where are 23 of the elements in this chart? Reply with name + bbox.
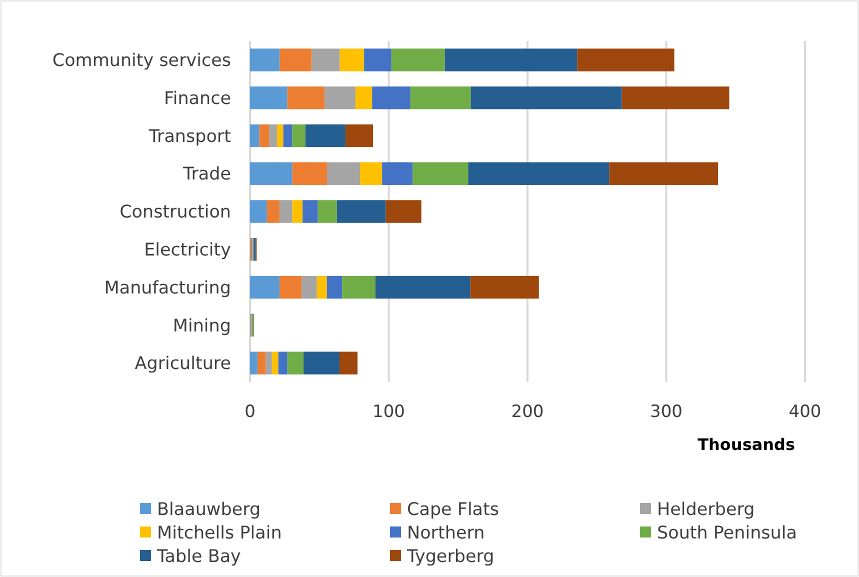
legend-label: Table Bay bbox=[156, 547, 241, 568]
x-tick-label: 200 bbox=[511, 402, 544, 422]
y-tick-label: Transport bbox=[148, 126, 232, 147]
x-tick-label: 400 bbox=[788, 402, 822, 422]
y-tick-label: Mining bbox=[172, 316, 231, 336]
legend-label: Blaauwberg bbox=[157, 500, 261, 520]
legend-label: Helderberg bbox=[657, 500, 755, 520]
legend-label: Mitchells Plain bbox=[157, 524, 282, 544]
legend-label: Tygerberg bbox=[406, 547, 494, 568]
x-tick-label: 0 bbox=[244, 402, 256, 422]
y-tick-label: Community services bbox=[52, 51, 231, 72]
x-tick-label: 300 bbox=[650, 402, 682, 422]
y-tick-label: Manufacturing bbox=[104, 278, 231, 298]
y-tick-label: Construction bbox=[120, 202, 231, 223]
y-tick-label: Electricity bbox=[144, 240, 231, 261]
legend-label: South Peninsula bbox=[657, 524, 797, 544]
legend-label: Northern bbox=[407, 524, 485, 544]
y-tick-label: Agriculture bbox=[134, 354, 231, 374]
y-tick-label: Finance bbox=[164, 88, 231, 109]
x-axis-title: Thousands bbox=[698, 435, 795, 454]
x-tick-label: 100 bbox=[372, 402, 405, 422]
legend-label: Cape Flats bbox=[407, 500, 500, 520]
y-tick-label: Trade bbox=[182, 164, 231, 185]
